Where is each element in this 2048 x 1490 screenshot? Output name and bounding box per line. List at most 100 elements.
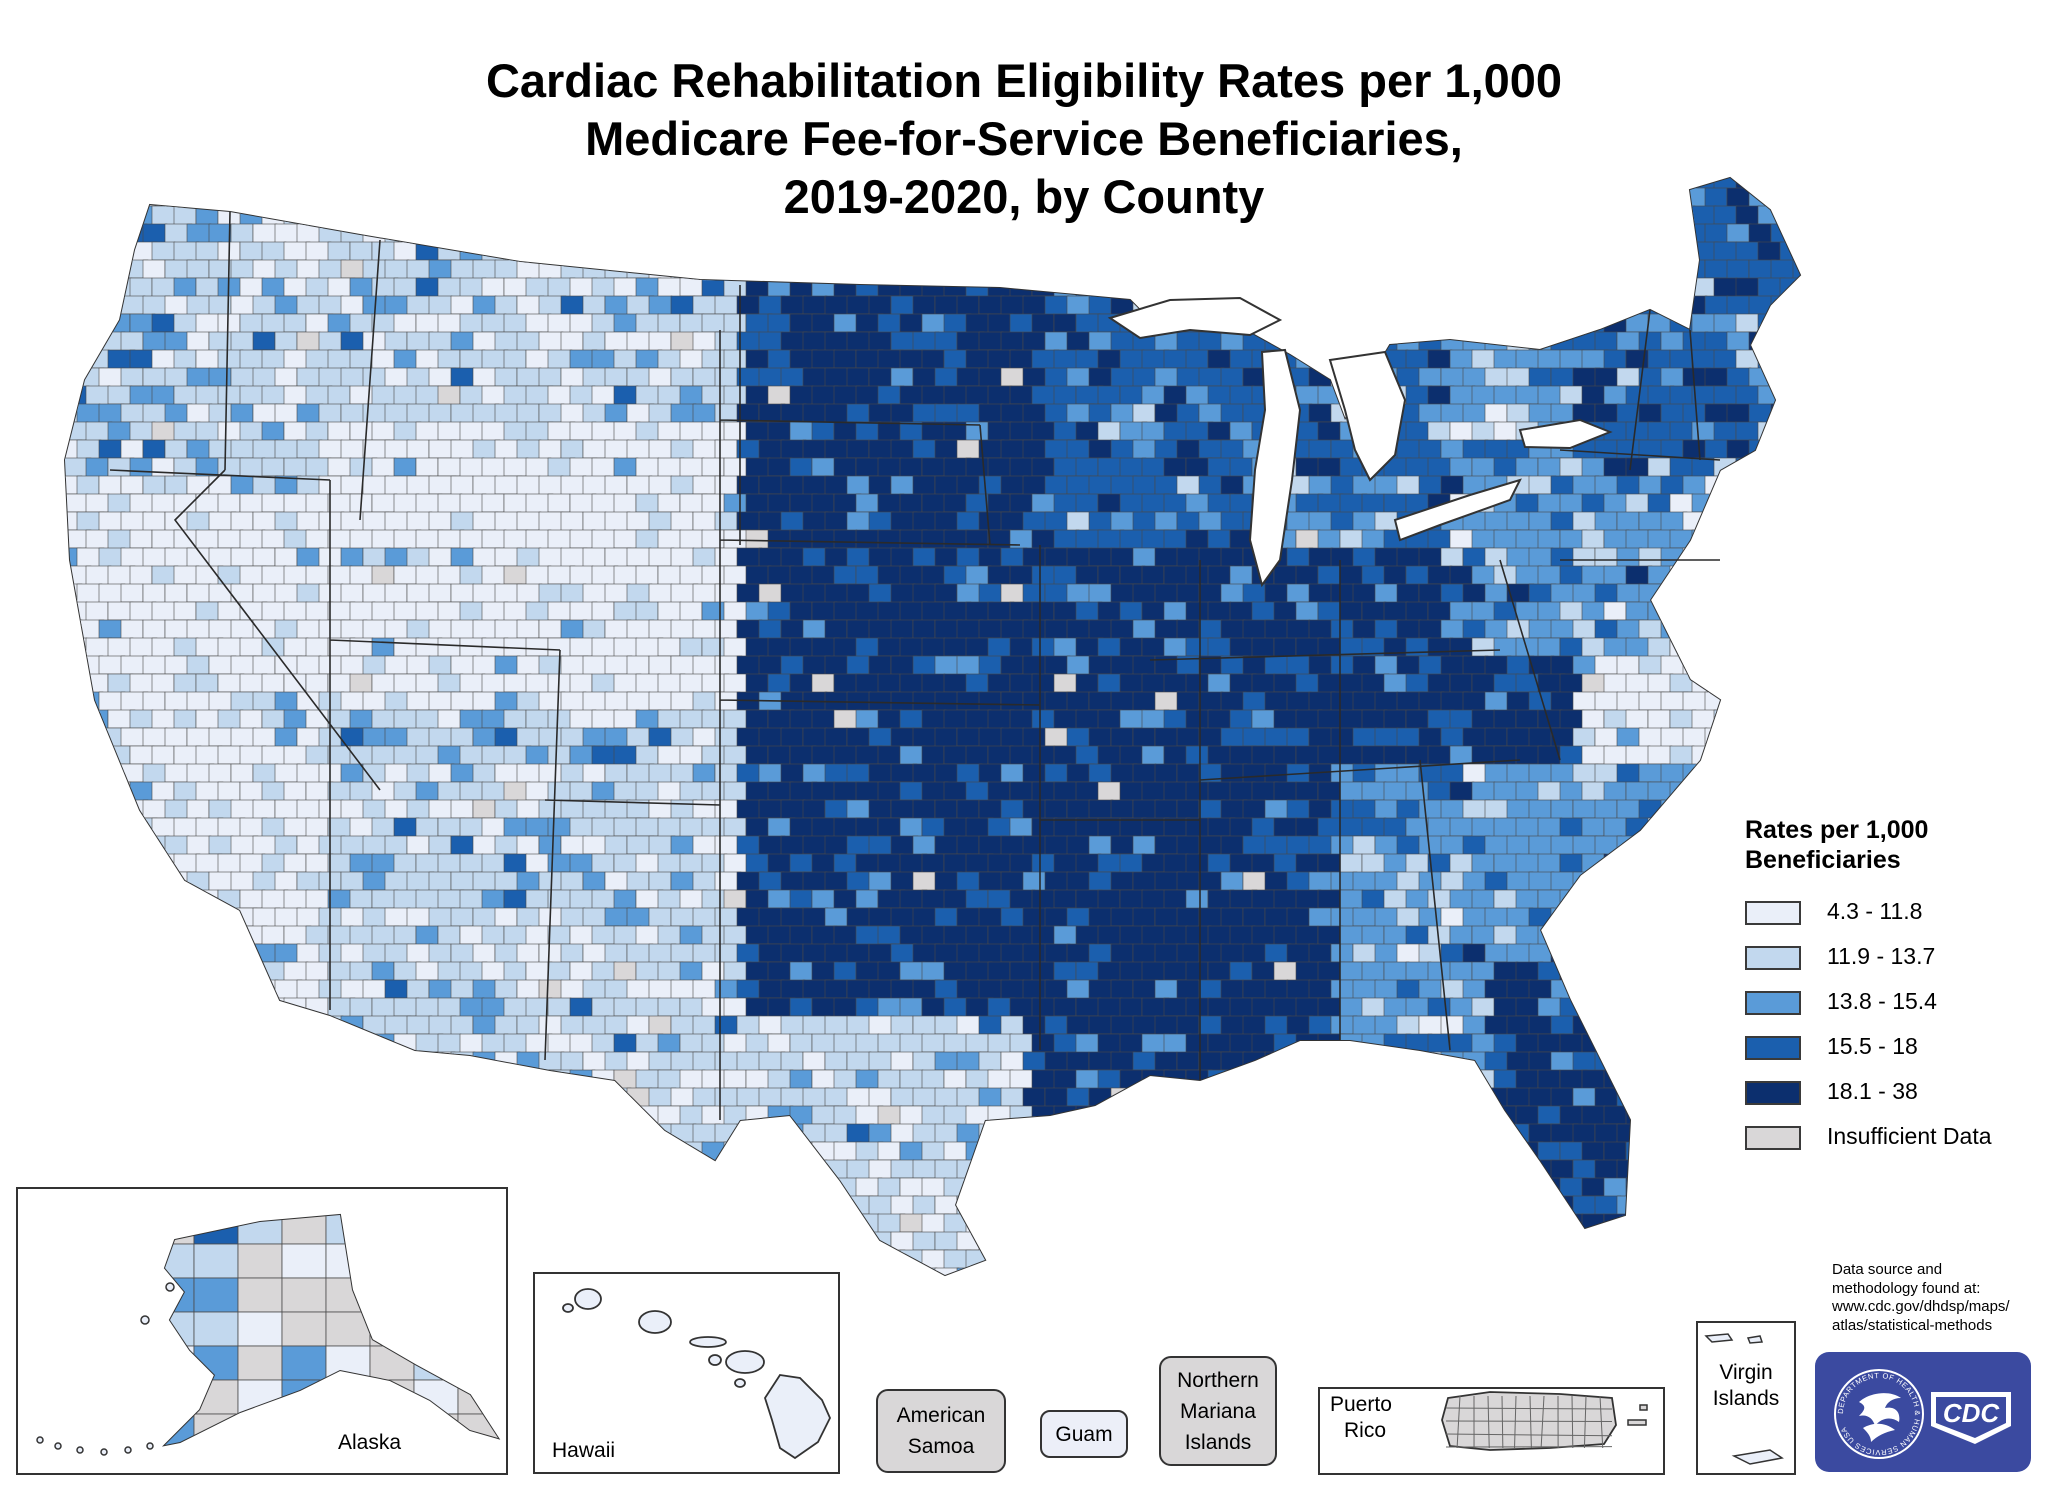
- county-cell: [1097, 637, 1124, 658]
- county-cell: [1009, 1213, 1034, 1235]
- county-cell: [230, 871, 257, 892]
- county-cell: [1317, 241, 1342, 262]
- county-cell: [503, 817, 528, 838]
- county-cell: [987, 1105, 1012, 1127]
- county-cell: [65, 853, 89, 873]
- county-cell: [85, 817, 112, 840]
- county-cell: [252, 1123, 281, 1144]
- county-cell: [1264, 1267, 1289, 1275]
- county-cell: [1572, 547, 1596, 569]
- county-cell: [1559, 1213, 1584, 1236]
- county-cell: [305, 673, 329, 695]
- county-cell: [1352, 295, 1378, 315]
- county-cell: [745, 925, 770, 945]
- county-cell: [1726, 1195, 1753, 1218]
- county-cell: [899, 493, 923, 514]
- county-cell: [582, 1195, 607, 1215]
- county-cell: [1581, 961, 1609, 983]
- county-cell: [1427, 349, 1453, 371]
- county-cell: [494, 799, 519, 821]
- county-cell: [65, 943, 79, 965]
- county-cell: [1418, 1267, 1445, 1275]
- county-cell: [868, 1015, 895, 1037]
- county-cell: [1220, 1159, 1244, 1179]
- county-cell: [824, 871, 850, 891]
- county-cell: [648, 403, 673, 424]
- county-cell: [1317, 853, 1343, 873]
- county-cell: [1603, 925, 1627, 948]
- county-cell: [978, 691, 1002, 713]
- county-cell: [679, 385, 704, 406]
- county-cell: [1770, 1159, 1796, 1181]
- county-cell: [1484, 439, 1511, 459]
- county-cell: [1603, 277, 1627, 299]
- county-cell: [437, 313, 463, 335]
- county-cell: [1581, 997, 1607, 1018]
- county-cell: [560, 367, 586, 388]
- county-cell: [1352, 223, 1380, 244]
- county-cell: [1330, 223, 1358, 244]
- county-cell: [1713, 457, 1737, 477]
- county-cell: [921, 889, 947, 911]
- county-cell: [1198, 259, 1224, 280]
- county-cell: [340, 1159, 369, 1181]
- county-cell: [569, 241, 596, 263]
- county-cell: [890, 1267, 916, 1275]
- county-cell: [1088, 1231, 1117, 1252]
- county-cell: [1682, 979, 1706, 1000]
- county-cell: [1572, 835, 1598, 855]
- county-cell: [1484, 259, 1509, 280]
- county-cell: [1031, 277, 1058, 297]
- county-cell: [195, 493, 221, 515]
- county-cell: [679, 421, 706, 443]
- county-cell: [252, 1051, 281, 1073]
- county-cell: [899, 457, 923, 478]
- county-cell: [978, 547, 1002, 569]
- county-cell: [1405, 673, 1430, 693]
- county-cell: [1726, 619, 1753, 640]
- county-cell: [208, 403, 233, 425]
- county-cell: [1000, 367, 1027, 387]
- county-cell: [1207, 925, 1232, 946]
- county-cell: [1713, 313, 1739, 334]
- county-cell: [1506, 1159, 1530, 1182]
- county-cell: [855, 241, 879, 262]
- county-cell: [283, 709, 310, 730]
- county-cell: [1264, 1231, 1290, 1253]
- county-cell: [1110, 547, 1137, 567]
- county-cell: [1088, 1087, 1114, 1107]
- county-cell: [1770, 475, 1795, 498]
- county-cell: [525, 781, 550, 801]
- county-cell: [613, 385, 639, 405]
- county-cell: [195, 1105, 220, 1126]
- county-cell: [1163, 457, 1187, 478]
- county-cell: [855, 421, 882, 443]
- county-cell: [1669, 277, 1698, 300]
- county-cell: [1418, 295, 1445, 316]
- county-cell: [1638, 1159, 1662, 1180]
- county-cell: [349, 997, 373, 1018]
- county-cell: [1713, 781, 1741, 804]
- county-cell: [1647, 1177, 1675, 1199]
- county-cell: [164, 799, 190, 819]
- county-cell: [349, 709, 375, 729]
- county-cell: [65, 1033, 92, 1055]
- county-cell: [516, 1231, 540, 1252]
- county-cell: [1515, 457, 1539, 479]
- county-cell: [1779, 1177, 1800, 1197]
- county-cell: [714, 1159, 743, 1182]
- county-cell: [934, 1267, 960, 1275]
- county-cell: [129, 925, 157, 945]
- county-cell: [1352, 1195, 1377, 1216]
- county-cell: [1802, 1214, 1828, 1234]
- county-cell: [538, 511, 564, 532]
- county-cell: [1669, 601, 1698, 621]
- county-cell: [1273, 313, 1302, 334]
- county-cell: [305, 241, 332, 263]
- county-cell: [76, 295, 104, 317]
- county-cell: [1330, 1123, 1354, 1144]
- county-cell: [1792, 583, 1800, 606]
- county-cell: [560, 259, 585, 280]
- county-cell: [714, 403, 740, 423]
- county-cell: [767, 349, 793, 370]
